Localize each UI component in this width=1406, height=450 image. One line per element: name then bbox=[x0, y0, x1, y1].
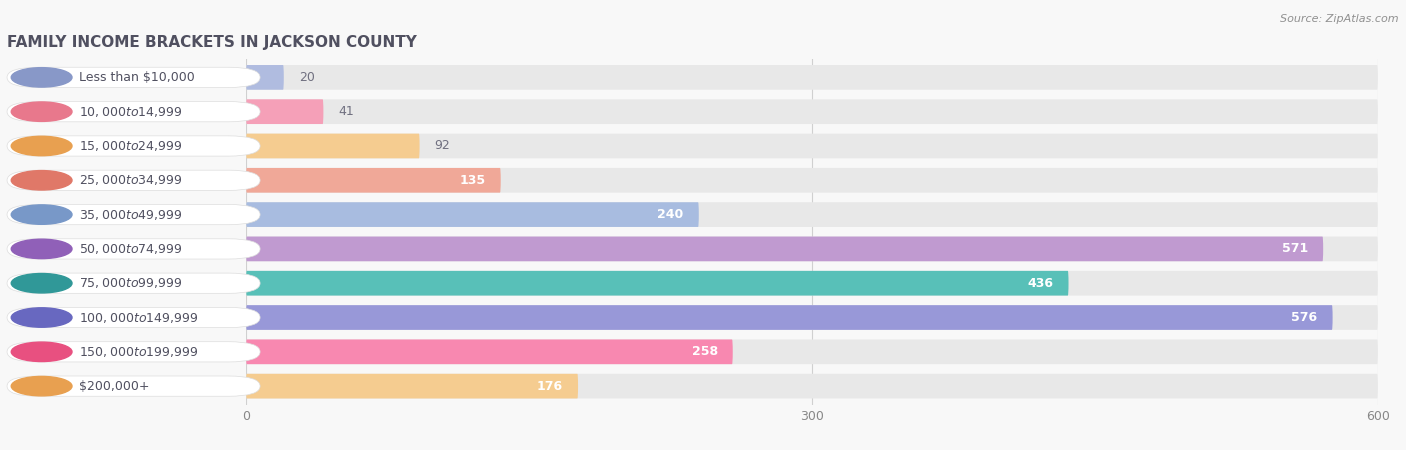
FancyBboxPatch shape bbox=[246, 305, 1378, 330]
FancyBboxPatch shape bbox=[246, 237, 1378, 261]
Text: 258: 258 bbox=[692, 345, 717, 358]
FancyBboxPatch shape bbox=[246, 374, 1378, 399]
FancyBboxPatch shape bbox=[246, 374, 578, 399]
FancyBboxPatch shape bbox=[246, 305, 1333, 330]
Text: $25,000 to $34,999: $25,000 to $34,999 bbox=[79, 173, 183, 187]
FancyBboxPatch shape bbox=[246, 168, 1378, 193]
FancyBboxPatch shape bbox=[246, 134, 419, 158]
Text: 571: 571 bbox=[1282, 243, 1308, 256]
FancyBboxPatch shape bbox=[246, 65, 1378, 90]
FancyBboxPatch shape bbox=[246, 65, 284, 90]
FancyBboxPatch shape bbox=[246, 134, 1378, 158]
Text: Source: ZipAtlas.com: Source: ZipAtlas.com bbox=[1281, 14, 1399, 23]
Text: $10,000 to $14,999: $10,000 to $14,999 bbox=[79, 105, 183, 119]
Text: Less than $10,000: Less than $10,000 bbox=[79, 71, 195, 84]
Text: $75,000 to $99,999: $75,000 to $99,999 bbox=[79, 276, 183, 290]
FancyBboxPatch shape bbox=[246, 168, 501, 193]
FancyBboxPatch shape bbox=[246, 202, 1378, 227]
FancyBboxPatch shape bbox=[246, 202, 699, 227]
FancyBboxPatch shape bbox=[246, 237, 1323, 261]
FancyBboxPatch shape bbox=[246, 271, 1378, 296]
Text: 436: 436 bbox=[1028, 277, 1053, 290]
Text: $35,000 to $49,999: $35,000 to $49,999 bbox=[79, 207, 183, 221]
Text: $50,000 to $74,999: $50,000 to $74,999 bbox=[79, 242, 183, 256]
Text: 41: 41 bbox=[339, 105, 354, 118]
Text: 92: 92 bbox=[434, 140, 450, 153]
FancyBboxPatch shape bbox=[246, 271, 1069, 296]
Text: 135: 135 bbox=[460, 174, 485, 187]
Text: $150,000 to $199,999: $150,000 to $199,999 bbox=[79, 345, 198, 359]
Text: $100,000 to $149,999: $100,000 to $149,999 bbox=[79, 310, 198, 324]
Text: FAMILY INCOME BRACKETS IN JACKSON COUNTY: FAMILY INCOME BRACKETS IN JACKSON COUNTY bbox=[7, 35, 418, 50]
FancyBboxPatch shape bbox=[246, 339, 733, 364]
Text: 240: 240 bbox=[658, 208, 683, 221]
Text: $15,000 to $24,999: $15,000 to $24,999 bbox=[79, 139, 183, 153]
FancyBboxPatch shape bbox=[246, 99, 323, 124]
Text: $200,000+: $200,000+ bbox=[79, 380, 149, 393]
Text: 576: 576 bbox=[1291, 311, 1317, 324]
Text: 20: 20 bbox=[299, 71, 315, 84]
Text: 176: 176 bbox=[537, 380, 562, 393]
FancyBboxPatch shape bbox=[246, 99, 1378, 124]
FancyBboxPatch shape bbox=[246, 339, 1378, 364]
